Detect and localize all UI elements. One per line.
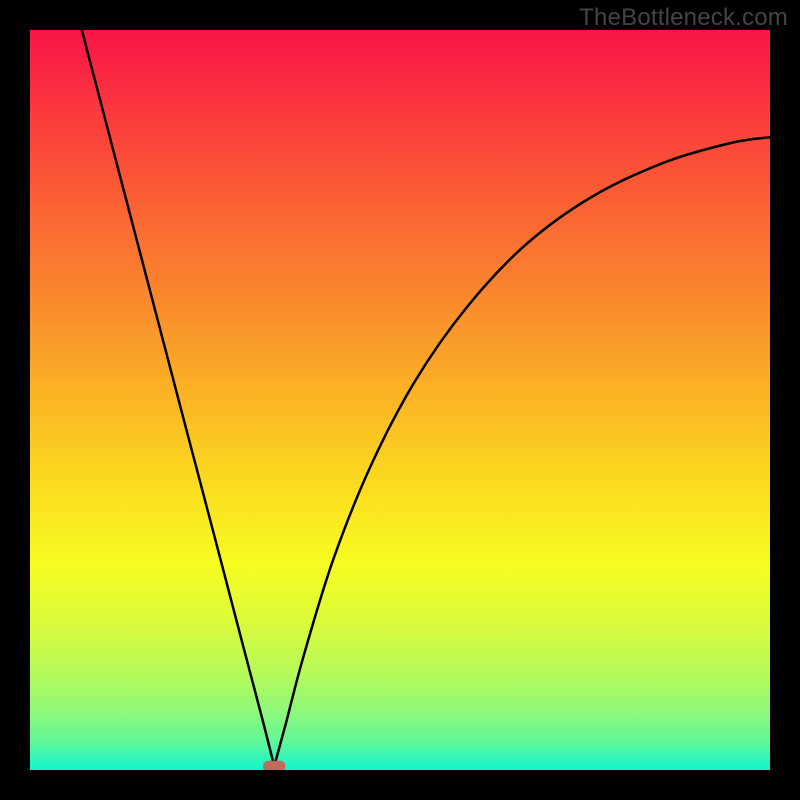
plot-svg (30, 30, 770, 770)
plot-background (30, 30, 770, 770)
watermark-label: TheBottleneck.com (579, 4, 788, 32)
chart-frame: TheBottleneck.com (0, 0, 800, 800)
min-marker (263, 761, 285, 770)
